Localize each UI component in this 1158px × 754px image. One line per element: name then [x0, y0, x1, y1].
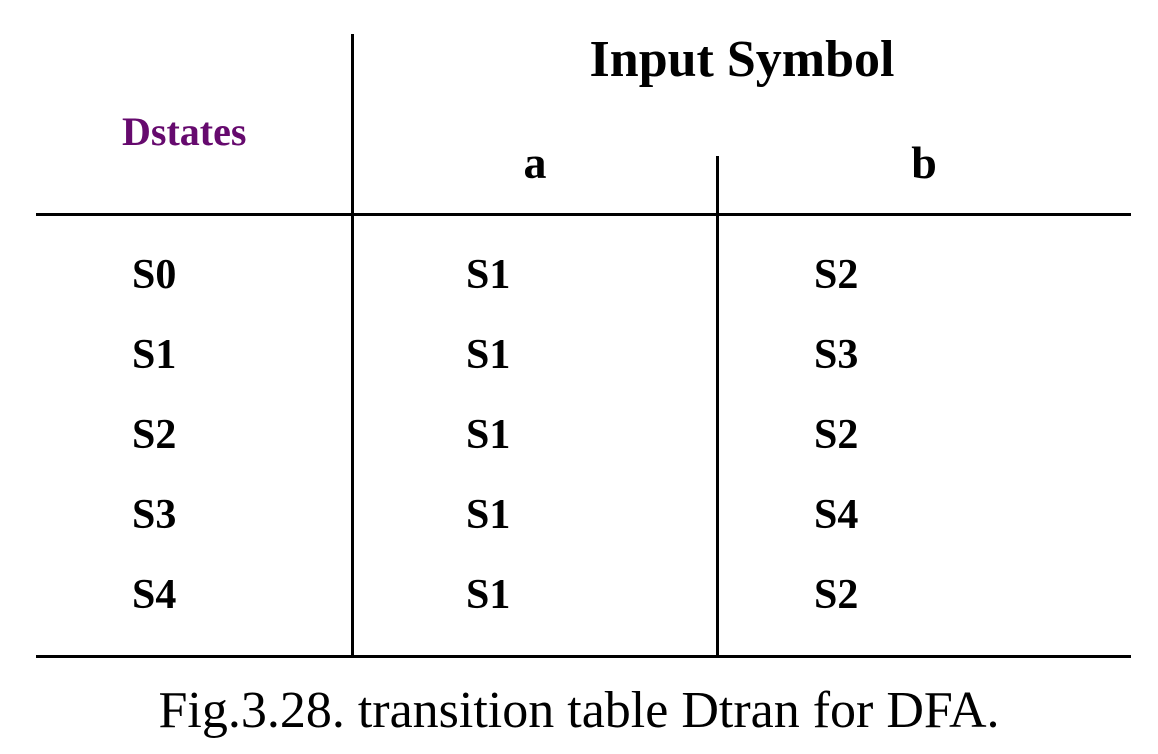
transition-b-cell: S2 [814, 252, 859, 298]
state-cell: S1 [132, 332, 177, 378]
state-cell: S3 [132, 492, 177, 538]
figure-caption: Fig.3.28. transition table Dtran for DFA… [158, 682, 1000, 739]
transition-a-cell: S1 [466, 252, 511, 298]
transition-a-cell: S1 [466, 412, 511, 458]
transition-a-cell: S1 [466, 572, 511, 618]
transition-b-cell: S2 [814, 412, 859, 458]
table-bottom-border [36, 655, 1131, 658]
transition-a-cell: S1 [466, 332, 511, 378]
symbol-b-header: b [911, 137, 937, 188]
state-cell: S4 [132, 572, 177, 618]
transition-b-cell: S4 [814, 492, 859, 538]
column-divider-symbols [716, 156, 719, 656]
transition-a-cell: S1 [466, 492, 511, 538]
symbol-a-header: a [523, 137, 547, 188]
input-symbol-header: Input Symbol [589, 31, 895, 88]
dstates-header: Dstates [122, 109, 247, 154]
header-divider [36, 213, 1131, 216]
transition-b-cell: S3 [814, 332, 859, 378]
transition-b-cell: S2 [814, 572, 859, 618]
column-divider-states [351, 34, 354, 656]
state-cell: S2 [132, 412, 177, 458]
state-cell: S0 [132, 252, 177, 298]
